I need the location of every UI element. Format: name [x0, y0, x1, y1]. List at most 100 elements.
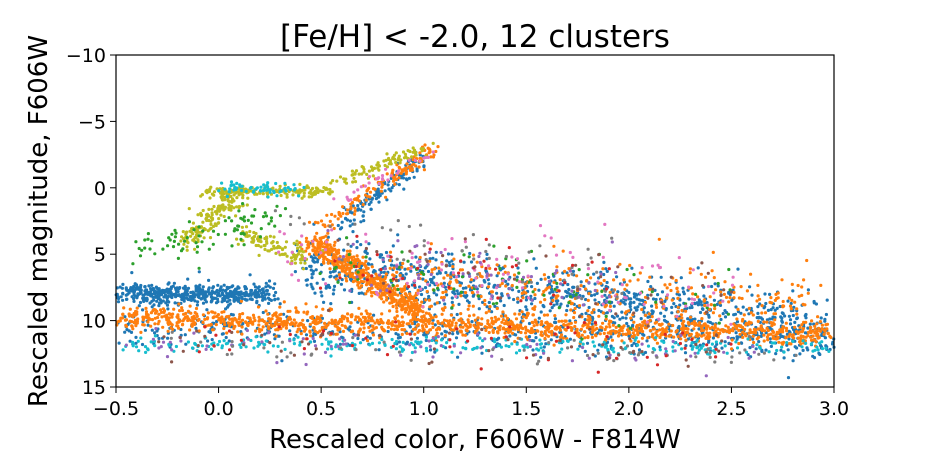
data-point: [396, 293, 400, 297]
data-point: [418, 255, 422, 260]
data-point: [547, 330, 551, 334]
data-point: [451, 332, 455, 336]
data-point: [195, 303, 199, 307]
data-point: [430, 338, 434, 343]
data-point: [278, 318, 282, 322]
data-point: [730, 338, 734, 342]
data-point: [618, 328, 622, 333]
data-point: [739, 285, 743, 289]
data-point: [234, 187, 238, 192]
data-point: [771, 306, 775, 310]
data-point: [414, 255, 418, 259]
data-point: [823, 317, 827, 321]
data-point: [500, 320, 504, 324]
data-point: [368, 343, 372, 347]
data-point: [186, 309, 190, 313]
data-point: [329, 190, 333, 194]
data-point: [540, 322, 544, 326]
data-point: [640, 307, 644, 312]
data-point: [331, 256, 335, 260]
data-point: [622, 278, 626, 282]
data-point: [815, 345, 819, 349]
data-point: [602, 260, 606, 264]
data-point: [263, 244, 267, 248]
data-point: [790, 298, 794, 302]
data-point: [386, 325, 390, 329]
data-point: [254, 329, 258, 333]
data-point: [502, 326, 506, 330]
data-point: [329, 340, 333, 344]
data-point: [249, 289, 253, 293]
data-point: [256, 239, 261, 243]
data-point: [577, 331, 581, 336]
data-point: [758, 302, 762, 306]
data-point: [586, 318, 590, 322]
data-point: [395, 270, 399, 274]
data-point: [795, 317, 799, 321]
data-point: [359, 243, 363, 247]
data-point: [476, 316, 480, 320]
data-point: [604, 267, 608, 271]
data-point: [401, 261, 405, 266]
data-point: [801, 326, 806, 331]
data-point: [471, 253, 476, 257]
data-point: [328, 187, 332, 192]
data-point: [264, 214, 269, 218]
data-point: [365, 251, 369, 256]
data-point: [800, 345, 804, 349]
data-point: [562, 323, 567, 327]
data-point: [572, 311, 577, 315]
data-point: [674, 278, 678, 283]
data-point: [549, 323, 553, 327]
data-point: [432, 153, 436, 157]
data-point: [385, 295, 389, 299]
data-point: [561, 249, 565, 253]
data-point: [374, 197, 378, 201]
data-point: [432, 275, 436, 279]
data-point: [542, 313, 547, 317]
data-point: [221, 288, 225, 292]
data-point: [375, 274, 379, 278]
data-point: [377, 200, 381, 204]
data-point: [370, 265, 374, 269]
data-point: [818, 320, 823, 324]
data-point: [306, 310, 310, 314]
data-point: [221, 297, 225, 301]
data-point: [381, 183, 385, 187]
data-point: [514, 317, 519, 321]
data-point: [337, 211, 342, 215]
data-point: [297, 249, 302, 253]
data-point: [581, 342, 585, 346]
data-point: [809, 335, 813, 339]
data-point: [331, 179, 335, 183]
data-point: [145, 291, 149, 295]
data-point: [275, 194, 279, 198]
data-point: [382, 287, 386, 292]
data-point: [289, 256, 293, 260]
data-point: [677, 317, 681, 321]
data-point: [751, 334, 755, 338]
data-point: [776, 331, 781, 335]
data-point: [508, 334, 512, 338]
data-point: [579, 280, 583, 284]
data-point: [601, 311, 605, 315]
data-point: [713, 323, 717, 327]
data-point: [274, 334, 278, 338]
data-point: [217, 204, 221, 208]
data-point: [415, 302, 419, 306]
data-point: [517, 289, 521, 293]
data-point: [199, 213, 203, 218]
data-point: [352, 261, 356, 265]
data-point: [258, 235, 262, 239]
data-point: [516, 300, 520, 304]
data-point: [332, 263, 337, 267]
data-point: [797, 294, 801, 298]
data-point: [231, 318, 235, 323]
data-point: [567, 322, 571, 326]
data-point: [497, 336, 501, 340]
data-point: [741, 305, 745, 309]
data-point: [784, 336, 788, 340]
data-point: [182, 242, 186, 246]
data-point: [330, 212, 334, 217]
data-point: [161, 325, 165, 329]
